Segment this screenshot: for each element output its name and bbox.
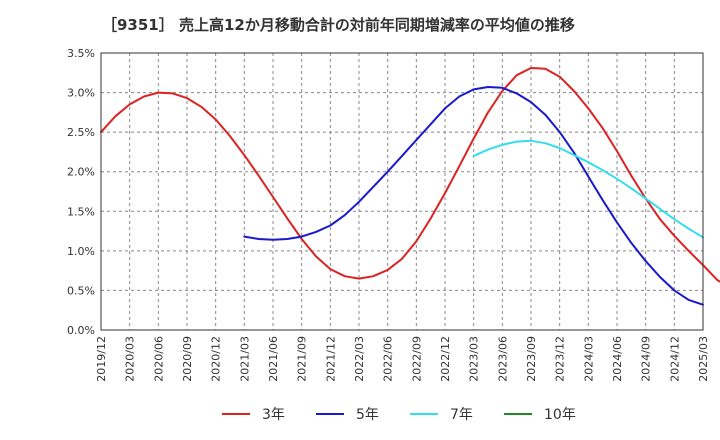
chart-title: ［9351］ 売上高12か月移動合計の対前年同期増減率の平均値の推移 [102,16,575,34]
x-tick-label: 2019/12 [95,336,108,382]
x-tick-label: 2024/12 [668,336,681,382]
grid-lines [101,53,703,330]
legend-label: 10年 [544,407,576,423]
legend-label: 3年 [262,407,285,423]
series-line-1 [243,86,704,306]
plot-frame [100,52,704,331]
y-tick-label: 2.5% [67,126,95,139]
x-tick-label: 2023/03 [468,336,481,382]
x-tick-label: 2020/09 [181,336,194,382]
y-axis-ticks: 0.0% 0.5% 1.0% 1.5% 2.0% 2.5% 3.0% 3.5% [67,47,95,337]
series-lines [100,67,720,306]
y-tick-label: 1.0% [67,245,95,258]
y-tick-label: 0.5% [67,284,95,297]
x-tick-label: 2023/09 [525,336,538,382]
x-axis-ticks: 2019/12 2020/03 2020/06 2020/09 2020/12 2021/… [95,336,710,382]
x-tick-label: 2020/06 [152,336,165,382]
x-tick-label: 2021/09 [296,336,309,382]
x-tick-label: 2024/03 [582,336,595,382]
y-tick-label: 0.0% [67,324,95,337]
y-tick-label: 2.0% [67,166,95,179]
x-tick-label: 2021/03 [238,336,251,382]
x-tick-label: 2020/12 [210,336,223,382]
series-line-0 [100,67,720,283]
x-tick-label: 2022/06 [382,336,395,382]
x-tick-label: 2022/09 [410,336,423,382]
legend-label: 5年 [356,407,379,423]
x-tick-label: 2025/03 [697,336,710,382]
x-tick-label: 2020/03 [124,336,137,382]
x-tick-label: 2021/12 [324,336,337,382]
x-tick-label: 2022/12 [439,336,452,382]
y-tick-label: 1.5% [67,205,95,218]
x-tick-label: 2023/06 [496,336,509,382]
series-line-2 [472,139,704,239]
x-tick-label: 2024/06 [611,336,624,382]
legend-label: 7年 [450,407,473,423]
x-tick-label: 2022/03 [353,336,366,382]
x-tick-label: 2024/09 [640,336,653,382]
legend: 3年 5年 7年 10年 [222,407,576,423]
y-tick-label: 3.5% [67,47,95,60]
x-tick-label: 2021/06 [267,336,280,382]
y-tick-label: 3.0% [67,87,95,100]
x-tick-label: 2023/12 [554,336,567,382]
